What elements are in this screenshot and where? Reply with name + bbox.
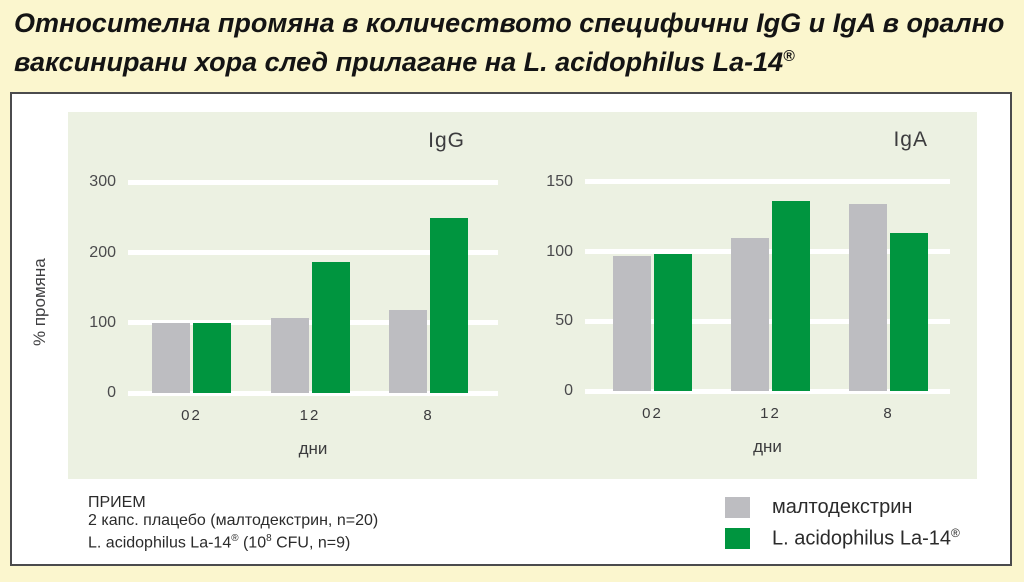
chart-card: % промяна IgG 300 200 100 0 02 12 8 дни IgA 150 100…: [10, 92, 1012, 566]
registered-mark: ®: [783, 48, 795, 65]
bar-groups-igg: [128, 112, 498, 393]
bar-group-igg-8: [389, 218, 468, 393]
legend-swatch-la14: [725, 527, 750, 549]
registered-mark: ®: [951, 526, 960, 540]
bar-group-igg-12: [270, 261, 350, 393]
x-tick-label-iga-12: 12: [760, 405, 781, 422]
bar-iga-02-la14: [654, 254, 692, 391]
bar-igg-12-la14: [311, 261, 350, 393]
plot-panel: IgG 300 200 100 0 02 12 8 дни IgA 150 100 50 0 02 12 8 дн…: [68, 112, 977, 479]
x-axis-title-igg: дни: [298, 439, 328, 458]
bar-igg-8-la14: [430, 218, 468, 393]
bar-group-iga-12: [731, 201, 810, 391]
bar-iga-12-la14: [772, 201, 810, 391]
x-tick-label-iga-02: 02: [642, 405, 663, 422]
y-tick-label-igg-100: 100: [89, 313, 116, 331]
x-axis-title-iga: дни: [753, 437, 782, 456]
y-tick-label-iga-50: 50: [555, 312, 573, 330]
page-title-line2: ваксинирани хора след прилагане на L. ac…: [14, 47, 795, 77]
bar-iga-02-maltodextrin: [613, 255, 651, 391]
x-tick-label-iga-8: 8: [883, 405, 894, 422]
x-tick-labels-iga: 02 12 8: [585, 405, 950, 422]
bar-igg-02-la14: [193, 323, 231, 393]
bar-group-igg-02: [152, 322, 231, 393]
page-title-line1: Относителна промяна в количеството специ…: [14, 8, 1005, 38]
y-tick-label-iga-0: 0: [564, 382, 573, 399]
chart-title-iga: IgA: [893, 128, 928, 151]
legend-label-la14: L. acidophilus La-14®: [772, 526, 960, 550]
y-axis-title: % промяна: [30, 258, 49, 346]
exponent: 8: [266, 533, 272, 544]
chart-title-igg: IgG: [428, 129, 465, 152]
x-tick-label-igg-12: 12: [299, 407, 321, 424]
page-title: Относителна промяна в количеството специ…: [14, 6, 1014, 79]
bar-groups-iga: [585, 112, 950, 391]
registered-mark: ®: [231, 533, 239, 544]
gridline-iga-150: [585, 179, 950, 185]
gridline-igg-200: [128, 250, 498, 255]
y-tick-label-iga-100: 100: [546, 242, 573, 260]
chart-iga: IgA 150 100 50 0 02 12 8 дни: [546, 112, 950, 479]
plot-area-iga: 150 100 50 0: [546, 112, 950, 399]
y-tick-label-igg-200: 200: [89, 243, 116, 261]
y-tick-label-igg-300: 300: [89, 173, 116, 191]
bar-igg-02-maltodextrin: [152, 322, 190, 393]
dosage-note-line1: ПРИЕМ: [88, 494, 146, 511]
dosage-note-line3: L. acidophilus La-14® (108 CFU, n=9): [88, 533, 351, 552]
bar-iga-8-la14: [890, 233, 928, 391]
plot-area-igg: 300 200 100 0: [89, 112, 498, 401]
dosage-note-line2: 2 капс. плацебо (малтодекстрин, n=20): [88, 512, 379, 529]
bar-igg-8-maltodextrin: [389, 310, 427, 393]
dosage-note: ПРИЕМ 2 капс. плацебо (малтодекстрин, n=…: [88, 494, 378, 552]
gridline-iga-0: [585, 388, 950, 394]
y-tick-label-igg-0: 0: [107, 384, 116, 401]
legend-label-maltodextrin: малтодекстрин: [772, 496, 913, 518]
bar-group-iga-02: [613, 254, 692, 391]
bar-group-iga-8: [849, 204, 928, 391]
x-tick-label-igg-8: 8: [423, 407, 434, 424]
bar-iga-8-maltodextrin: [849, 204, 887, 391]
legend: малтодекстрин L. acidophilus La-14®: [725, 496, 960, 558]
legend-item-maltodextrin: малтодекстрин: [725, 496, 960, 519]
chart-igg: IgG 300 200 100 0 02 12 8 дни: [89, 112, 498, 479]
gridline-igg-0: [128, 390, 498, 396]
bar-igg-12-maltodextrin: [270, 317, 309, 393]
gridline-igg-300: [128, 179, 498, 185]
legend-item-la14: L. acidophilus La-14®: [725, 526, 960, 551]
x-tick-label-igg-02: 02: [181, 407, 202, 424]
x-tick-labels-igg: 02 12 8: [128, 407, 498, 424]
legend-swatch-maltodextrin: [725, 497, 750, 518]
y-tick-label-iga-150: 150: [546, 172, 573, 190]
bar-iga-12-maltodextrin: [731, 237, 769, 391]
